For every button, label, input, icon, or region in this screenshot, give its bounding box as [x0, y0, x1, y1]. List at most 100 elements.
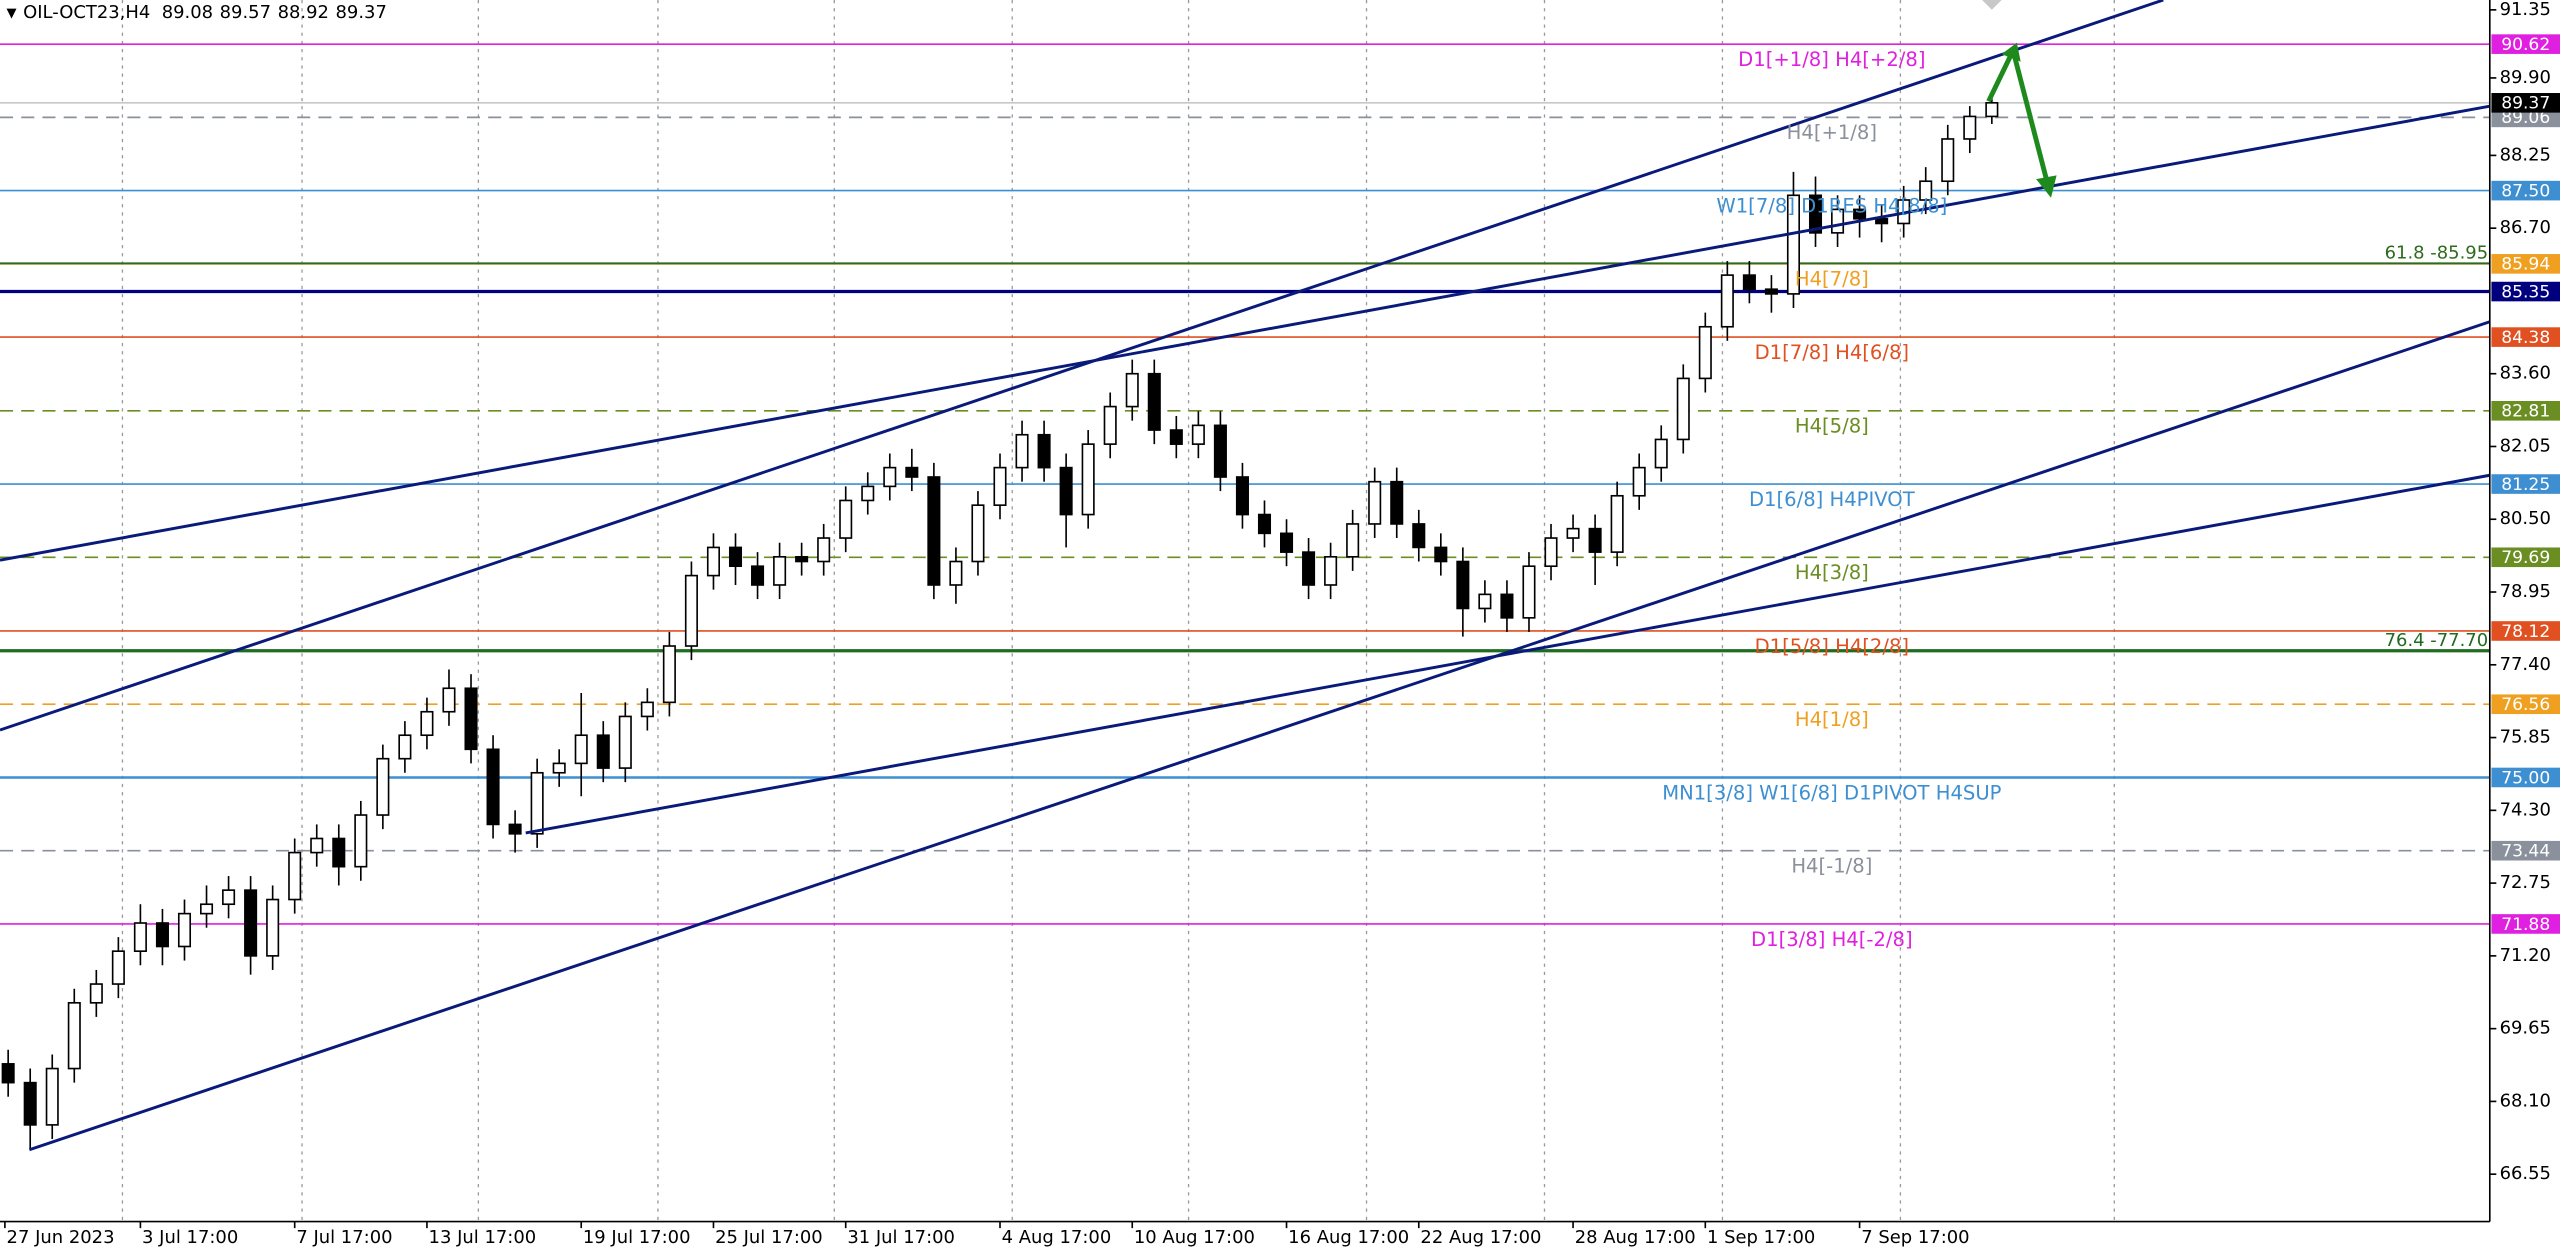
candle-body	[1985, 102, 1999, 118]
level-name: MN1[3/8] W1[6/8] D1PIVOT H4SUP	[1662, 781, 2001, 804]
candle-body	[354, 814, 368, 868]
y-tick-label: 91.35	[2500, 0, 2551, 20]
candle-body	[1081, 443, 1095, 516]
candle-body	[1919, 180, 1933, 201]
candle-body	[1478, 593, 1492, 610]
candle-body	[1456, 560, 1470, 610]
level-name: H4[+1/8]	[1787, 121, 1877, 144]
y-tick-label: 71.20	[2500, 945, 2551, 966]
level-box	[2491, 180, 2560, 201]
level-box-text: 87.50	[2501, 181, 2550, 201]
candle-body	[530, 771, 544, 835]
candle-body	[817, 537, 831, 563]
candle-body	[464, 687, 478, 751]
y-tick-label: 68.10	[2500, 1090, 2551, 1111]
y-tick-label: 69.65	[2500, 1018, 2551, 1039]
x-tick-label: 19 Jul 17:00	[583, 1227, 691, 1248]
symbol: OIL-OCT23,H4	[23, 2, 150, 23]
level-box	[2491, 840, 2560, 861]
candle-body	[993, 466, 1007, 506]
x-tick-label: 13 Jul 17:00	[429, 1227, 537, 1248]
y-tick-label: 66.55	[2500, 1163, 2551, 1184]
y-tick-label: 83.60	[2500, 363, 2551, 384]
level-name: D1[3/8] H4[-2/8]	[1751, 928, 1913, 951]
candle-body	[1103, 405, 1117, 445]
candle-body	[1346, 523, 1360, 558]
trendlines	[0, 0, 2491, 1152]
candle-body	[927, 476, 941, 586]
candle-body	[486, 748, 500, 826]
level-box-text: 81.25	[2501, 475, 2550, 495]
level-box-text: 73.44	[2501, 842, 2550, 862]
level-name: D1[6/8] H4PIVOT	[1749, 488, 1916, 511]
candle-body	[706, 546, 720, 577]
candle-body	[1434, 546, 1448, 563]
candle-body	[1125, 372, 1139, 408]
header-low: 88.92	[278, 2, 329, 23]
candle-body	[420, 710, 434, 737]
candle-body	[111, 950, 125, 985]
candle-body	[1676, 377, 1690, 441]
candle-body	[155, 922, 169, 948]
candle-body	[222, 889, 236, 906]
level-box	[2491, 914, 2560, 934]
candle-body	[376, 757, 390, 816]
candle-body	[861, 485, 875, 502]
y-tick-label: 72.75	[2500, 872, 2551, 893]
trendline	[525, 473, 2491, 835]
y-tick-label: 89.90	[2500, 67, 2551, 88]
level-box-text: 85.35	[2501, 282, 2550, 302]
candle-body	[244, 889, 258, 957]
candle-body	[1368, 480, 1382, 525]
level-box-text: 84.38	[2501, 328, 2550, 348]
candle-body	[1, 1063, 15, 1084]
forecast-arrows	[1986, 42, 2057, 198]
candle-body	[1169, 429, 1183, 445]
y-tick-label: 80.50	[2500, 508, 2551, 529]
x-tick-label: 31 Jul 17:00	[847, 1227, 955, 1248]
level-name: D1[5/8] H4[2/8]	[1755, 635, 1909, 658]
level-name: D1[+1/8] H4[+2/8]	[1738, 48, 1925, 71]
candles	[1, 93, 1999, 1149]
y-tick-label: 82.05	[2500, 435, 2551, 456]
candle-body	[1235, 476, 1249, 516]
x-tick-label: 7 Jul 17:00	[296, 1227, 392, 1248]
candle-body	[1037, 433, 1051, 469]
candle-body	[1500, 593, 1514, 619]
fib-label: 61.8 -85.95	[2385, 243, 2489, 264]
candle-body	[133, 922, 147, 952]
header-close: 89.37	[336, 2, 387, 23]
x-tick-label: 7 Sep 17:00	[1861, 1227, 1969, 1248]
x-tick-label: 10 Aug 17:00	[1134, 1227, 1255, 1248]
level-name: W1[7/8] D1RES H4[8/8]	[1716, 194, 1947, 217]
candle-body	[751, 565, 765, 586]
level-box	[2491, 621, 2560, 641]
candle-body	[1831, 208, 1845, 234]
candle-body	[1257, 513, 1272, 535]
x-tick-label: 28 Aug 17:00	[1575, 1227, 1696, 1248]
candle-body	[1786, 194, 1801, 295]
candle-body	[67, 1002, 81, 1070]
candle-body	[1213, 424, 1227, 478]
level-box	[2491, 281, 2560, 302]
x-tick-label: 1 Sep 17:00	[1707, 1227, 1815, 1248]
level-name: H4[7/8]	[1795, 268, 1869, 291]
candle-body	[971, 504, 985, 563]
x-tick-label: 3 Jul 17:00	[142, 1227, 238, 1248]
candle-body	[1853, 208, 1867, 220]
candle-body	[442, 687, 456, 713]
level-name: H4[3/8]	[1795, 561, 1869, 584]
x-tick-label: 4 Aug 17:00	[1002, 1227, 1112, 1248]
level-name: D1[7/8] H4[6/8]	[1755, 341, 1909, 364]
level-box	[2491, 401, 2560, 421]
candle-body	[1720, 274, 1734, 328]
level-box-text: 75.00	[2501, 768, 2550, 788]
candle-body	[508, 823, 522, 835]
labels: D1[+1/8] H4[+2/8] H4[+1/8] W1[7/8] D1RES H…	[1662, 48, 2488, 951]
candle-body	[684, 574, 698, 647]
candle-body	[398, 734, 412, 760]
current-price-box	[2491, 93, 2560, 113]
level-box-text: 79.69	[2501, 548, 2550, 568]
candle-body	[1963, 115, 1977, 140]
